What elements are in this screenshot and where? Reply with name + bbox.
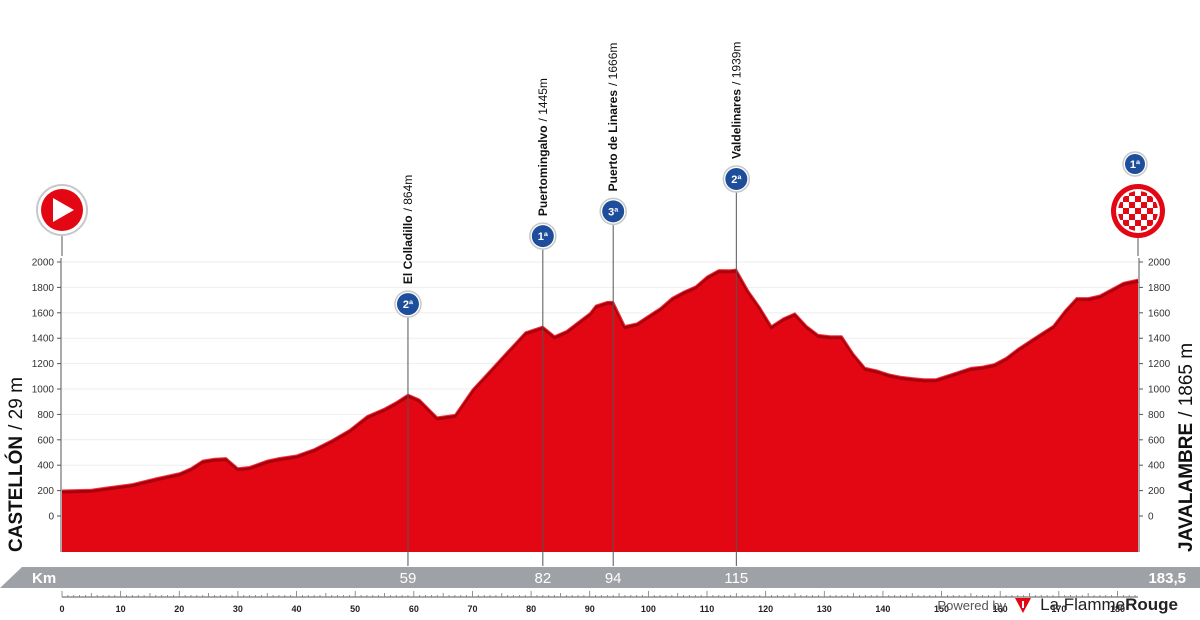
y-tick-label: 1000 <box>1148 385 1171 396</box>
y-tick-label: 2000 <box>1148 258 1171 269</box>
brand-name: La FlammeRouge <box>1040 595 1178 615</box>
brand-bold: Rouge <box>1125 595 1178 614</box>
x-tick-label: 80 <box>526 604 536 614</box>
y-tick-label: 0 <box>48 512 54 523</box>
climb-category-label: 3ª <box>608 206 619 218</box>
elevation-line <box>61 268 1139 491</box>
y-tick-label: 1200 <box>1148 359 1171 370</box>
climb-label: Valdelinares / 1939m <box>729 42 743 159</box>
flamme-rouge-logo-icon <box>1015 598 1032 613</box>
x-tick-label: 10 <box>116 604 126 614</box>
x-tick-label: 50 <box>350 604 360 614</box>
y-tick-label: 0 <box>1148 512 1154 523</box>
climb-category-badge-fill <box>725 167 748 190</box>
elevation-area <box>61 268 1139 552</box>
brand-light: La Flamme <box>1040 595 1126 614</box>
y-tick-label: 1400 <box>32 334 55 345</box>
climb-altitude: / 864m <box>401 175 415 212</box>
y-tick-label: 1200 <box>32 359 55 370</box>
y-tick-label: 600 <box>1148 435 1165 446</box>
climb-valdelinares: 2ª Valdelinares / 1939m <box>722 42 751 566</box>
play-icon <box>53 198 74 222</box>
finish-label: JAVALAMBRE / 1865 m <box>1176 343 1197 552</box>
climb-category-label: 1ª <box>538 231 549 243</box>
x-tick-label: 160 <box>993 604 1008 614</box>
total-distance-label: 183,5 <box>1148 570 1186 587</box>
climb-km-label: 59 <box>400 570 417 587</box>
climb-puerto-de-linares: 3ª Puerto de Linares / 1666m <box>599 43 627 566</box>
start-altitude: / 29 m <box>6 377 27 430</box>
x-tick-label: 70 <box>467 604 477 614</box>
y-tick-label: 1800 <box>1148 283 1171 294</box>
elevation-edge-shade <box>61 269 1139 494</box>
x-tick-label: 150 <box>934 604 949 614</box>
y-tick-label: 1400 <box>1148 334 1171 345</box>
y-tick-label: 600 <box>37 435 54 446</box>
climb-km-labels: 59 82 94 115 <box>400 570 749 587</box>
footer-credit: Powered by La FlammeRouge <box>937 594 1178 616</box>
y-tick-label: 400 <box>37 461 54 472</box>
y-tick-label: 1000 <box>32 385 55 396</box>
x-tick-label: 0 <box>59 604 64 614</box>
left-y-axis: 0 200 400 600 800 1000 1200 1400 1600 1800 2000 <box>32 258 62 552</box>
right-y-axis: 0 200 400 600 800 1000 1200 1400 1600 1800 2000 <box>1138 258 1171 552</box>
climb-km-label: 82 <box>534 570 551 587</box>
elevation-fill <box>62 269 1138 552</box>
climb-category-badge-fill <box>531 225 554 248</box>
y-tick-label: 400 <box>1148 461 1165 472</box>
climb-label: Puerto de Linares / 1666m <box>606 43 620 192</box>
x-axis: 0 10 20 30 40 50 60 70 80 90 100 110 120 130 140 150 160… <box>59 591 1138 614</box>
km-band-label: Km <box>32 570 56 587</box>
climb-name: El Colladillo <box>401 215 415 284</box>
y-tick-label: 2000 <box>32 258 55 269</box>
finish-category-label: 1ª <box>1130 159 1141 171</box>
climb-label: El Colladillo / 864m <box>401 175 415 284</box>
x-tick-label: 20 <box>174 604 184 614</box>
x-tick-label: 40 <box>292 604 302 614</box>
y-tick-label: 800 <box>1148 410 1165 421</box>
finish-altitude: / 1865 m <box>1176 343 1197 417</box>
finish-marker: 1ª <box>1111 151 1165 256</box>
climb-category-label: 2ª <box>403 299 414 311</box>
x-tick-label: 140 <box>875 604 890 614</box>
y-tick-label: 1600 <box>32 308 55 319</box>
finish-category-badge: 1ª <box>1122 151 1148 177</box>
climb-category-badge-fill <box>396 293 419 316</box>
km-band: Km 183,5 <box>0 567 1200 588</box>
x-tick-label: 130 <box>817 604 832 614</box>
y-tick-label: 200 <box>1148 486 1165 497</box>
climb-altitude: / 1666m <box>606 43 620 86</box>
start-marker <box>36 184 88 256</box>
y-tick-label: 800 <box>37 410 54 421</box>
climb-category-badge-fill <box>602 200 625 223</box>
powered-by-text: Powered by <box>937 597 1007 613</box>
climb-puertomingalvo: 1ª Puertomingalvo / 1445m <box>529 78 557 566</box>
climb-markers: 2ª El Colladillo / 864m 1ª Puertomingalvo / 1… <box>394 42 751 566</box>
start-town: CASTELLÓN <box>5 436 27 552</box>
y-tick-label: 1800 <box>32 283 55 294</box>
x-tick-label: 30 <box>233 604 243 614</box>
climb-altitude: / 1939m <box>729 42 743 85</box>
climb-category-label: 2ª <box>731 174 742 186</box>
start-label: CASTELLÓN / 29 m <box>5 377 27 552</box>
y-tick-label: 1600 <box>1148 308 1171 319</box>
climb-name: Puertomingalvo <box>536 125 550 216</box>
finish-town: JAVALAMBRE <box>1176 423 1197 552</box>
climb-km-label: 94 <box>605 570 622 587</box>
x-tick-label: 180 <box>1110 604 1125 614</box>
x-tick-label: 170 <box>1051 604 1066 614</box>
climb-label: Puertomingalvo / 1445m <box>536 78 550 216</box>
climb-km-label: 115 <box>724 570 748 587</box>
x-tick-label: 90 <box>585 604 595 614</box>
climb-name: Valdelinares <box>729 89 743 159</box>
x-tick-label: 110 <box>700 604 715 614</box>
climb-name: Puerto de Linares <box>606 90 620 192</box>
x-tick-label: 60 <box>409 604 419 614</box>
x-tick-label: 100 <box>641 604 656 614</box>
climb-altitude: / 1445m <box>536 78 550 121</box>
x-tick-label: 120 <box>758 604 773 614</box>
y-tick-label: 200 <box>37 486 54 497</box>
climb-el-colladillo: 2ª El Colladillo / 864m <box>394 175 422 566</box>
